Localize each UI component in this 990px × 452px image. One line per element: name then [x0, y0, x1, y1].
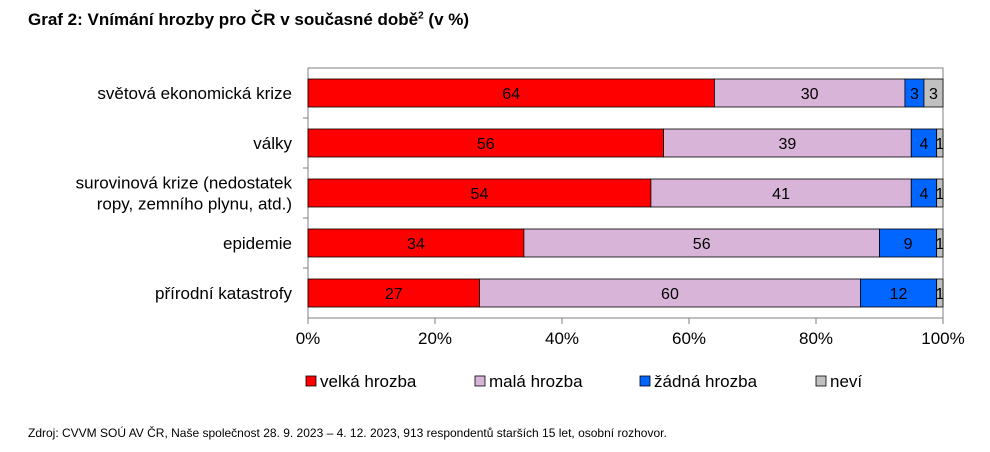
chart-title-text: Graf 2: Vnímání hrozby pro ČR v současné… — [28, 10, 419, 29]
chart-title-footnote-mark: 2 — [418, 10, 424, 22]
legend-swatch-4 — [815, 375, 827, 387]
data-label-1-5: 27 — [385, 286, 403, 303]
legend-label-4: neví — [830, 372, 862, 391]
data-label-1-1: 64 — [502, 86, 520, 103]
bar-segment-1-4 — [307, 228, 525, 258]
data-label-4-4: 1 — [935, 236, 944, 253]
data-label-2-3: 41 — [772, 186, 790, 203]
x-tick-label-1: 0% — [296, 329, 321, 348]
bar-segment-4-2 — [936, 128, 944, 158]
x-tick-label-6: 100% — [921, 329, 964, 348]
legend-swatch-2 — [474, 375, 486, 387]
bar-segment-2-3 — [650, 178, 912, 208]
legend-label-2: malá hrozba — [489, 372, 583, 391]
category-label-2: války — [253, 134, 292, 153]
data-label-4-2: 1 — [935, 136, 944, 153]
legend-label-3: žádná hrozba — [654, 372, 758, 391]
x-tick-label-3: 40% — [545, 329, 579, 348]
bar-segment-3-5 — [860, 278, 938, 308]
chart-title-suffix: (v %) — [423, 10, 470, 29]
legend-swatch-1 — [305, 375, 317, 387]
data-label-1-2: 56 — [477, 136, 495, 153]
x-tick-label-4: 60% — [672, 329, 706, 348]
x-tick-label-5: 80% — [799, 329, 833, 348]
data-label-2-1: 30 — [801, 86, 819, 103]
bar-segment-2-2 — [663, 128, 912, 158]
data-label-3-1: 3 — [910, 86, 919, 103]
data-label-4-1: 3 — [929, 86, 938, 103]
data-label-1-4: 34 — [407, 236, 425, 253]
data-label-3-2: 4 — [919, 136, 928, 153]
bar-segment-1-1 — [307, 78, 715, 108]
source-note: Zdroj: CVVM SOÚ AV ČR, Naše společnost 2… — [28, 426, 667, 440]
data-label-2-5: 60 — [661, 286, 679, 303]
legend-label-1: velká hrozba — [320, 372, 417, 391]
x-tick-label-2: 20% — [418, 329, 452, 348]
bar-segment-4-3 — [936, 178, 944, 208]
category-label-3-line-2: ropy, zemního plynu, atd.) — [97, 195, 292, 214]
legend-swatch-3 — [639, 375, 651, 387]
data-label-2-4: 56 — [693, 236, 711, 253]
bar-segment-4-1 — [923, 78, 944, 108]
chart-title: Graf 2: Vnímání hrozby pro ČR v současné… — [28, 10, 469, 30]
data-label-2-2: 39 — [779, 136, 797, 153]
data-label-1-3: 54 — [471, 186, 489, 203]
data-label-4-5: 1 — [935, 286, 944, 303]
bar-segment-3-2 — [910, 128, 938, 158]
bar-segment-4-5 — [936, 278, 944, 308]
data-label-3-4: 9 — [904, 236, 913, 253]
bar-segment-4-4 — [936, 228, 944, 258]
bar-segment-2-1 — [714, 78, 906, 108]
data-label-3-5: 12 — [890, 286, 908, 303]
category-label-5: přírodní katastrofy — [155, 284, 293, 303]
bar-segment-2-4 — [523, 228, 880, 258]
category-label-3-line-1: surovinová krize (nedostatek — [76, 174, 293, 193]
data-label-4-3: 1 — [935, 186, 944, 203]
category-label-1: světová ekonomická krize — [97, 84, 292, 103]
category-label-4: epidemie — [223, 234, 292, 253]
data-label-3-3: 4 — [919, 186, 928, 203]
